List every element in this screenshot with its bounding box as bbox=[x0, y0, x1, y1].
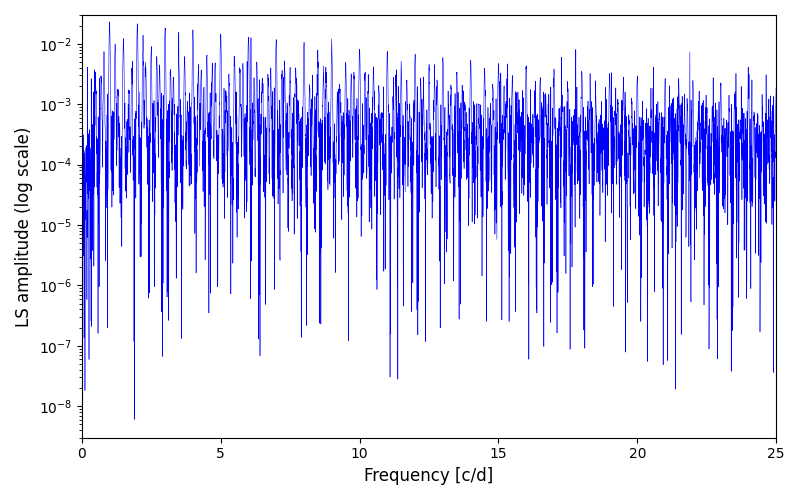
X-axis label: Frequency [c/d]: Frequency [c/d] bbox=[364, 467, 494, 485]
Y-axis label: LS amplitude (log scale): LS amplitude (log scale) bbox=[15, 126, 33, 326]
